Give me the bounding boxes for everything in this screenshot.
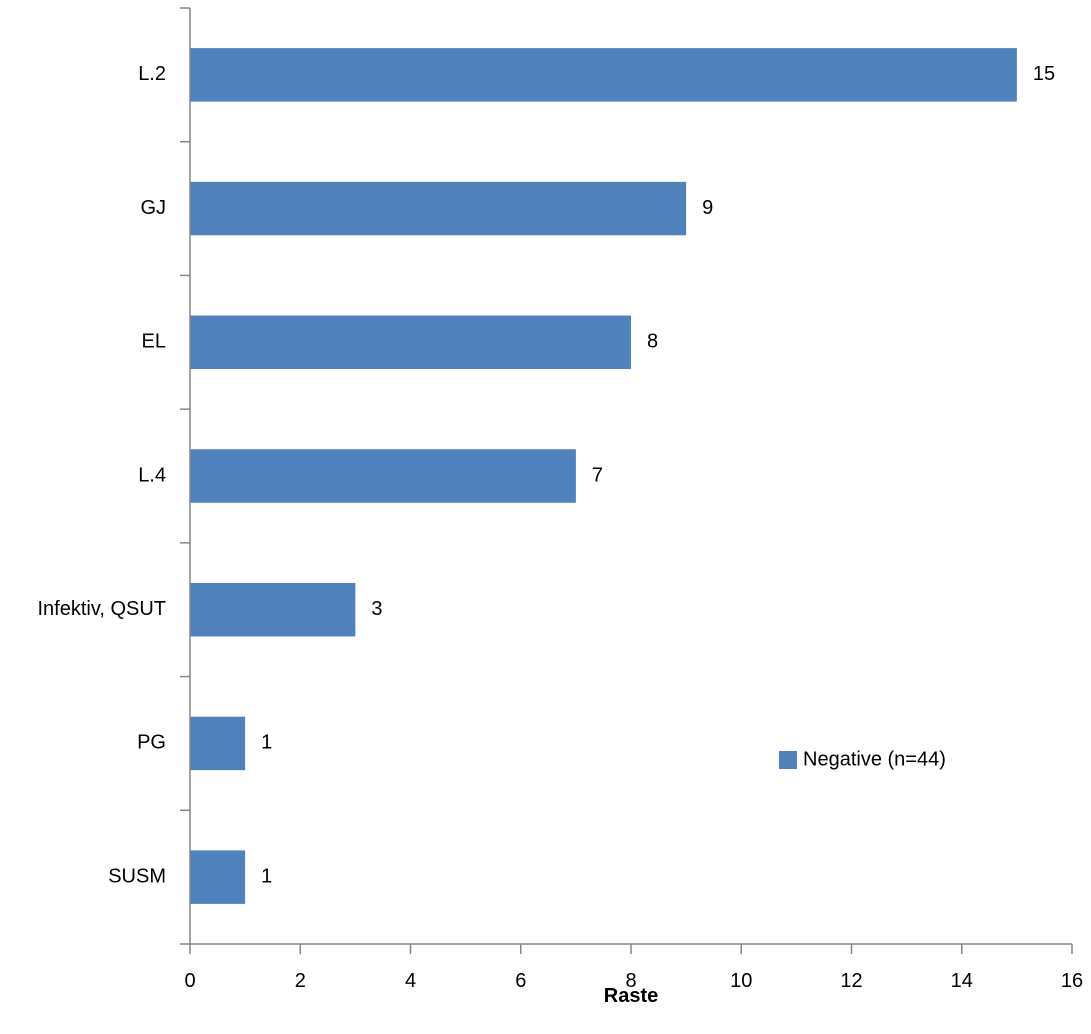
y-tick-label-2: GJ: [140, 197, 166, 219]
bars-layer: [190, 48, 1017, 904]
bar-3: [190, 315, 631, 370]
data-label-2: 9: [702, 197, 713, 219]
legend-swatch: [779, 751, 797, 769]
x-tick-label-5: 10: [730, 970, 752, 992]
x-tick-label-0: 0: [184, 970, 195, 992]
x-axis-title: Raste: [604, 985, 658, 1007]
bar-2: [190, 181, 687, 236]
bar-7: [190, 850, 246, 904]
y-tick-label-5: Infektiv, QSUT: [37, 598, 166, 620]
bar-1: [190, 48, 1017, 102]
legend-label: Negative (n=44): [803, 748, 946, 770]
x-tick-label-3: 6: [515, 970, 526, 992]
x-tick-label-2: 4: [405, 970, 416, 992]
x-tick-label-8: 16: [1061, 970, 1083, 992]
y-tick-label-6: PG: [137, 732, 166, 754]
y-tick-label-1: L.2: [138, 63, 166, 85]
y-tick-label-3: EL: [142, 331, 166, 353]
bar-5: [190, 582, 356, 637]
x-tick-label-4: 8: [625, 970, 636, 992]
x-axis: 0 2 4 6 8 10 12 14 16: [184, 943, 1083, 992]
data-label-4: 7: [592, 464, 603, 486]
y-axis: L.2 GJ EL L.4 Infektiv, QSUT PG SUSM: [37, 7, 191, 945]
x-tick-label-7: 14: [951, 970, 973, 992]
y-tick-label-7: SUSM: [108, 865, 166, 887]
x-tick-label-6: 12: [840, 970, 862, 992]
legend: Negative (n=44): [779, 748, 946, 770]
data-label-3: 8: [647, 331, 658, 353]
bar-6: [190, 716, 246, 771]
data-label-7: 1: [261, 865, 272, 887]
y-tick-label-4: L.4: [138, 464, 166, 486]
data-label-6: 1: [261, 732, 272, 754]
value-labels-layer: 15 9 8 7 3 1 1: [261, 63, 1055, 887]
x-tick-label-1: 2: [295, 970, 306, 992]
data-label-5: 3: [371, 598, 382, 620]
data-label-1: 15: [1033, 63, 1055, 85]
bar-4: [190, 449, 576, 503]
